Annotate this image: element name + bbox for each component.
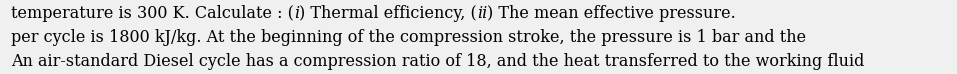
Text: An air-standard Diesel cycle has a compression ratio of 18, and the heat transfe: An air-standard Diesel cycle has a compr…: [11, 54, 864, 71]
Text: ii: ii: [477, 5, 487, 22]
Text: per cycle is 1800 kJ/kg. At the beginning of the compression stroke, the pressur: per cycle is 1800 kJ/kg. At the beginnin…: [11, 28, 806, 46]
Text: ) Thermal efficiency, (: ) Thermal efficiency, (: [299, 5, 477, 22]
Text: ) The mean effective pressure.: ) The mean effective pressure.: [487, 5, 736, 22]
Text: i: i: [294, 5, 299, 22]
Text: temperature is 300 K. Calculate : (: temperature is 300 K. Calculate : (: [11, 5, 294, 22]
